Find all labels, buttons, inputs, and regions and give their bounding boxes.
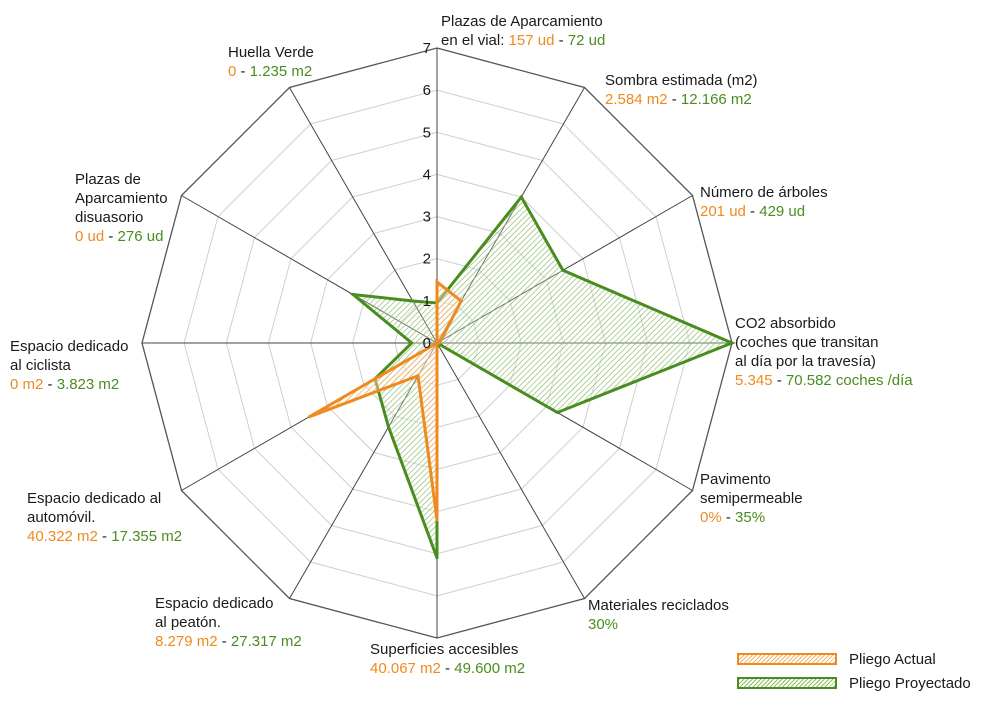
axis-name: Superficies accesibles <box>370 641 519 658</box>
value-actual: 5.345 <box>735 372 773 389</box>
series-actual-area <box>308 278 464 521</box>
value-actual: 40.067 m2 <box>370 660 441 677</box>
axis-label-10: Plazas de Aparcamiento disuasorio 0 ud - 27… <box>75 171 168 245</box>
legend-item-actual: Pliego Actual <box>737 648 971 670</box>
value-proyectado: 276 ud <box>117 228 164 245</box>
value-proyectado: 70.582 coches /día <box>785 372 913 389</box>
axis-label-5: Materiales reciclados 30% <box>588 596 729 634</box>
point-proyectado-11 <box>411 299 415 303</box>
axis-name: Aparcamiento <box>75 190 168 207</box>
point-actual-6 <box>435 518 439 522</box>
legend: Pliego Actual Pliego Proyectado <box>737 648 971 696</box>
axis-name: al ciclista <box>10 357 71 374</box>
point-actual-0 <box>435 280 439 284</box>
axis-label-9: Espacio dedicado al ciclista 0 m2 - 3.823 … <box>10 338 129 393</box>
value-proyectado: 12.166 m2 <box>680 91 752 108</box>
value-proyectado: 1.235 m2 <box>249 63 313 80</box>
value-actual: 201 ud <box>700 203 746 220</box>
axis-label-8: Espacio dedicado al automóvil. 40.322 m2 -… <box>27 490 183 545</box>
axis-name: al día por la travesía) <box>735 353 876 370</box>
point-proyectado-3 <box>730 341 734 345</box>
tick-label-2: 2 <box>423 251 431 268</box>
tick-label-7: 7 <box>423 40 431 57</box>
axis-label-3: CO2 absorbido (coches que transitan al día… <box>735 315 913 389</box>
value-proyectado: 3.823 m2 <box>56 376 120 393</box>
legend-item-proyectado: Pliego Proyectado <box>737 672 971 694</box>
axis-name: Plazas de Aparcamiento <box>441 13 603 30</box>
point-proyectado-10 <box>351 293 355 296</box>
axis-label-6: Superficies accesibles 40.067 m2 - 49.600… <box>370 641 526 677</box>
axis-label-7: Espacio dedicado al peatón. 8.279 m2 - 27.… <box>155 595 302 650</box>
axis-name: disuasorio <box>75 209 144 226</box>
legend-swatch-actual <box>737 653 837 665</box>
legend-label-proyectado: Pliego Proyectado <box>849 674 971 692</box>
axis-name: Sombra estimada (m2) <box>605 72 758 89</box>
axis-name: automóvil. <box>27 509 96 526</box>
axis-name: Plazas de <box>75 171 141 188</box>
axis-name: Huella Verde <box>228 44 314 61</box>
axis-label-11: Huella Verde 0 - 1.235 m2 <box>228 44 314 80</box>
point-actual-1 <box>459 299 463 303</box>
axis-name: Materiales reciclados <box>588 597 729 614</box>
point-proyectado-4 <box>555 411 559 414</box>
axis-label-4: Pavimento semipermeable 0% - 35% <box>700 471 803 526</box>
point-actual-3 <box>437 341 441 345</box>
value-proyectado: 429 ud <box>759 203 806 220</box>
point-proyectado-2 <box>561 268 565 272</box>
tick-label-5: 5 <box>423 124 431 141</box>
value-actual: 0 <box>228 63 237 80</box>
value-actual: 0 ud <box>75 228 105 245</box>
legend-label-actual: Pliego Actual <box>849 650 936 668</box>
value-actual: 40.322 m2 <box>27 528 98 545</box>
axis-name: (coches que transitan <box>735 334 879 351</box>
axis-name: CO2 absorbido <box>735 315 836 332</box>
point-proyectado-6 <box>435 556 439 560</box>
value-proyectado: 49.600 m2 <box>454 660 526 677</box>
point-proyectado-1 <box>519 195 523 199</box>
value-proyectado: 35% <box>735 509 766 526</box>
value-actual: 8.279 m2 <box>155 633 218 650</box>
axis-name: Pavimento <box>700 471 771 488</box>
point-actual-2 <box>439 339 443 343</box>
radar-series <box>307 194 736 560</box>
value-proyectado: 27.317 m2 <box>230 633 302 650</box>
axis-label-1: Sombra estimada (m2) 2.584 m2 - 12.166 m2 <box>605 72 758 108</box>
point-actual-7 <box>416 374 420 378</box>
tick-label-1: 1 <box>423 293 431 310</box>
value-actual: 0 m2 <box>10 376 44 393</box>
value-actual: 2.584 m2 <box>605 91 668 108</box>
axis-label-0: Plazas de Aparcamiento en el vial: 157 ud… <box>441 13 606 49</box>
point-proyectado-7 <box>387 425 390 429</box>
value-proyectado: 17.355 m2 <box>111 528 183 545</box>
axis-name: Espacio dedicado <box>155 595 274 612</box>
axis-name: Espacio dedicado al <box>27 490 162 507</box>
radar-tick-labels: 0 1 2 3 4 5 6 7 <box>423 40 431 352</box>
point-actual-8 <box>307 415 311 419</box>
tick-label-0: 0 <box>423 335 431 352</box>
tick-label-3: 3 <box>423 209 431 226</box>
axis-name: al peatón. <box>155 614 221 631</box>
point-actual-11 <box>435 341 439 345</box>
value-proyectado: 72 ud <box>567 32 606 49</box>
axis-name: en el vial: <box>441 32 509 49</box>
value-proyectado: 30% <box>588 616 619 633</box>
axis-name: semipermeable <box>700 490 803 507</box>
axis-name: Número de árboles <box>700 184 828 201</box>
axis-spoke-5 <box>436 342 585 599</box>
tick-label-4: 4 <box>423 166 431 183</box>
axis-label-2: Número de árboles 201 ud - 429 ud <box>700 184 828 220</box>
axis-name: Espacio dedicado <box>10 338 129 355</box>
value-actual: 0% <box>700 509 722 526</box>
legend-swatch-proyectado <box>737 677 837 689</box>
tick-label-6: 6 <box>423 82 431 99</box>
point-proyectado-9 <box>410 341 414 345</box>
value-actual: 157 ud <box>508 32 555 49</box>
